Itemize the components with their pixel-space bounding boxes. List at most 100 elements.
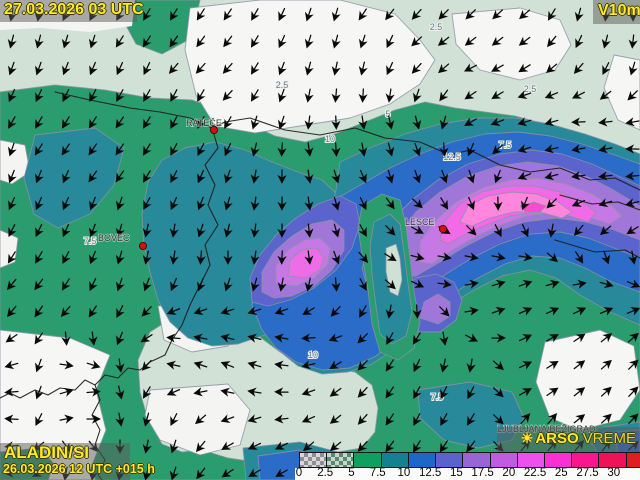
contour-label: 2.5 [276,80,289,90]
wind-arrow [413,413,422,426]
contour-label: 10 [308,350,318,360]
wind-arrow [331,142,341,157]
wind-arrow [385,413,395,426]
wind-arrow [384,279,396,290]
wind-arrow [277,277,287,292]
wind-arrow [599,225,612,236]
wind-arrow [331,7,341,22]
wind-arrow [439,331,449,346]
wind-arrow [385,169,395,184]
wind-arrow [247,387,262,397]
wind-arrow [440,385,449,400]
wind-arrow [520,223,529,238]
wind-arrow [4,360,19,370]
wind-arrow [494,169,503,184]
wind-arrow [222,89,233,101]
wind-arrow [116,331,125,346]
wind-arrow [628,386,639,397]
brand-arso-label: ARSO [535,430,579,447]
valid-time-label: 27.03.2026 03 UTC [4,1,144,18]
wind-arrow [493,224,502,237]
wind-arrow [491,63,504,72]
wind-arrow [220,414,235,423]
wind-arrow [491,333,506,343]
wind-arrow [115,196,125,211]
legend-tick-label: 2.5 [317,467,334,479]
wind-arrow [196,35,206,48]
contour-label: 12.5 [443,152,461,162]
region-white-left1 [0,139,31,185]
wind-arrow [625,198,640,208]
wind-arrow [518,334,533,343]
wind-arrow [302,306,315,315]
wind-arrow [62,61,71,76]
wind-arrow [221,441,234,450]
wind-arrow [250,169,260,184]
wind-arrow [89,223,98,238]
legend-color-cells [299,452,640,468]
wind-arrow [573,360,586,370]
valid-time-box: 27.03.2026 03 UTC [0,0,144,22]
wind-arrow [466,413,476,426]
region-white-bottomright [535,329,640,431]
wind-arrow [571,198,586,207]
wind-arrow [493,414,504,425]
contour-label: 5 [385,109,390,119]
wind-arrow [193,360,208,370]
wind-arrow [571,117,586,127]
wind-arrow [544,117,559,127]
wind-arrow [628,359,639,370]
wind-arrow [196,223,206,238]
wind-arrow [518,252,533,262]
wind-arrow [439,142,449,157]
wind-arrow [247,306,262,316]
wind-arrow [197,116,206,129]
border-north [54,91,640,191]
wind-arrow [8,196,17,211]
wind-arrow [304,196,314,211]
wind-arrow [196,440,206,453]
wind-arrow [168,62,179,75]
wind-arrow [598,144,613,154]
wind-arrow [571,171,586,181]
wind-arrow [545,63,558,74]
brand-vreme-label: VREME [582,430,636,447]
legend-cell [489,452,517,468]
wind-arrow [518,361,533,370]
wind-arrow [143,89,152,102]
wind-arrow [331,115,341,130]
wind-arrow [8,116,17,129]
wind-arrow [250,89,260,102]
wind-arrow [464,90,477,100]
wind-arrow [438,63,450,74]
wind-arrow [491,307,506,316]
wind-arrow [6,278,17,291]
wind-arrow [464,306,479,316]
wind-arrow [223,223,233,238]
region-white-sea [0,329,111,480]
wind-arrow [170,196,179,211]
wind-arrow [197,277,206,292]
wind-arrow [520,413,531,425]
wind-arrow [88,34,98,49]
wind-arrow [358,8,368,21]
wind-arrow [600,333,613,343]
wind-arrow [466,196,475,211]
wind-arrow [170,116,179,129]
wind-arrow [61,34,71,49]
legend-cell [326,452,354,468]
wind-arrow [274,387,289,397]
wind-arrow [413,386,422,399]
wind-arrow [250,277,260,292]
legend-cell [462,452,490,468]
wind-arrow [492,9,504,20]
wind-arrow [598,117,613,127]
wind-arrow [89,89,98,102]
wind-arrow [358,196,367,211]
wind-arrow [521,196,530,211]
wind-arrow [304,115,314,130]
legend-tick-label: 0 [295,467,303,479]
wind-arrow [440,413,449,426]
wind-arrow [278,34,287,49]
